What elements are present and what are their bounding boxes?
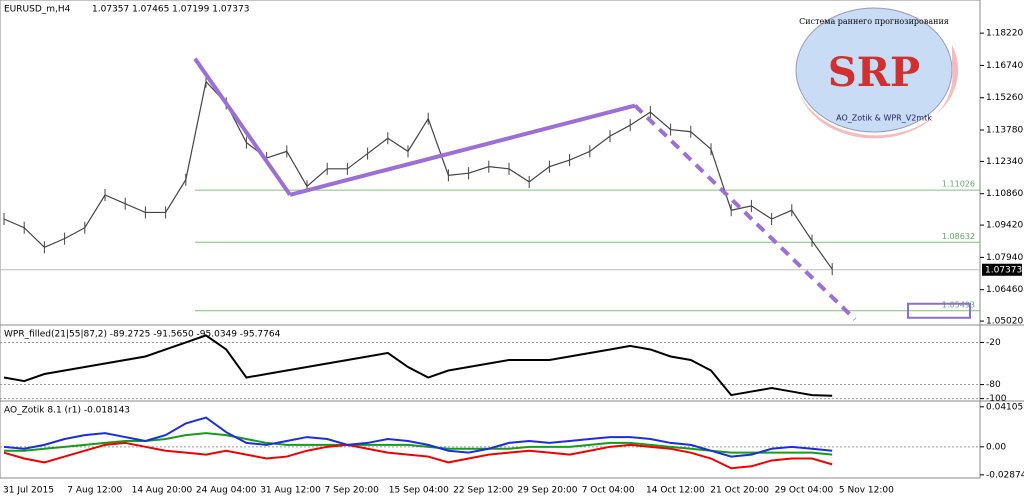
symbol: EURUSD_m,H4 <box>4 5 71 15</box>
level-label: 1.11026 <box>942 180 975 189</box>
x-tick-label: 7 Aug 12:00 <box>67 486 122 496</box>
y-tick-label: 0.00 <box>986 442 1006 452</box>
y-tick-label: 1.10860 <box>986 189 1023 199</box>
x-tick-label: 31 Jul 2015 <box>3 486 54 496</box>
ao-blue <box>3 416 833 458</box>
ao-red <box>3 441 833 470</box>
level-box <box>907 302 971 319</box>
x-tick-label: 29 Oct 04:00 <box>775 486 834 496</box>
trend-line <box>193 57 292 196</box>
y-tick-label: 1.15260 <box>986 93 1023 103</box>
trend-line <box>633 104 857 321</box>
y-tick-label: 1.06460 <box>986 285 1023 295</box>
logo-arc: Система раннего прогнозирования <box>799 17 949 26</box>
y-tick-label: 1.07940 <box>986 253 1023 263</box>
logo-footer: AO_Zotik & WPR_V2mtk <box>836 114 932 123</box>
level-label: 1.08632 <box>942 232 975 241</box>
wpr-label: WPR_filled(21|55|87,2) -89.2725 -91.5650… <box>4 330 281 340</box>
y-tick-label: 1.09420 <box>986 221 1023 231</box>
y-tick-label: -20 <box>986 338 1001 348</box>
x-tick-label: 21 Oct 20:00 <box>710 486 769 496</box>
quotes: 1.07357 1.07465 1.07199 1.07373 <box>92 5 249 15</box>
x-tick-label: 15 Sep 04:00 <box>389 486 449 496</box>
x-tick-label: 5 Nov 12:00 <box>839 486 894 496</box>
x-tick-label: 22 Sep 12:00 <box>453 486 513 496</box>
current-label: 1.07373 <box>985 265 1022 275</box>
y-tick-label: -100 <box>986 394 1007 404</box>
x-tick-label: 14 Aug 20:00 <box>132 486 193 496</box>
x-tick-label: 7 Sep 20:00 <box>325 486 380 496</box>
price-line <box>3 80 833 270</box>
logo: Система раннего прогнозирования SRP AO_Z… <box>795 7 959 139</box>
trend-line <box>289 103 636 197</box>
y-tick-label: 1.13780 <box>986 126 1023 136</box>
x-tick-label: 14 Oct 12:00 <box>646 486 705 496</box>
x-tick-label: 24 Aug 04:00 <box>196 486 257 496</box>
ao-label: AO_Zotik 8.1 (r1) -0.018143 <box>4 406 130 416</box>
y-tick-label: -80 <box>986 380 1001 390</box>
y-tick-label: 1.12340 <box>986 157 1023 167</box>
y-tick-label: -0.02874 <box>986 470 1024 480</box>
y-tick-label: 1.16740 <box>986 61 1023 71</box>
x-tick-label: 31 Aug 12:00 <box>260 486 321 496</box>
x-tick-label: 29 Sep 20:00 <box>517 486 577 496</box>
y-tick-label: 1.05020 <box>986 317 1023 327</box>
y-tick-label: 1.18220 <box>986 29 1023 39</box>
y-tick-label: 0.041053 <box>986 402 1024 412</box>
logo-mark: SRP <box>828 49 920 96</box>
wpr-line <box>3 334 833 397</box>
x-tick-label: 7 Oct 04:00 <box>582 486 635 496</box>
current-badge <box>982 263 1022 276</box>
